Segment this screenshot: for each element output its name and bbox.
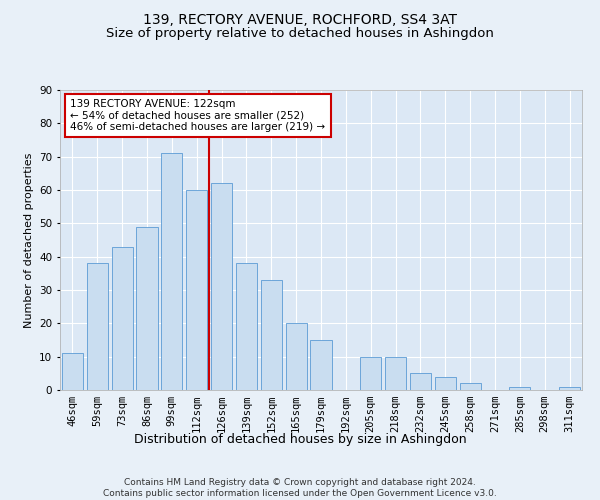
- Bar: [186, 190, 207, 390]
- Bar: [360, 356, 381, 390]
- Bar: [236, 264, 257, 390]
- Bar: [161, 154, 182, 390]
- Bar: [385, 356, 406, 390]
- Bar: [261, 280, 282, 390]
- Bar: [460, 384, 481, 390]
- Bar: [410, 374, 431, 390]
- Text: 139 RECTORY AVENUE: 122sqm
← 54% of detached houses are smaller (252)
46% of sem: 139 RECTORY AVENUE: 122sqm ← 54% of deta…: [70, 99, 326, 132]
- Bar: [310, 340, 332, 390]
- Text: Size of property relative to detached houses in Ashingdon: Size of property relative to detached ho…: [106, 28, 494, 40]
- Bar: [509, 386, 530, 390]
- Text: 139, RECTORY AVENUE, ROCHFORD, SS4 3AT: 139, RECTORY AVENUE, ROCHFORD, SS4 3AT: [143, 12, 457, 26]
- Bar: [559, 386, 580, 390]
- Bar: [87, 264, 108, 390]
- Bar: [435, 376, 456, 390]
- Bar: [62, 354, 83, 390]
- Bar: [112, 246, 133, 390]
- Y-axis label: Number of detached properties: Number of detached properties: [23, 152, 34, 328]
- Bar: [286, 324, 307, 390]
- Text: Contains HM Land Registry data © Crown copyright and database right 2024.
Contai: Contains HM Land Registry data © Crown c…: [103, 478, 497, 498]
- Text: Distribution of detached houses by size in Ashingdon: Distribution of detached houses by size …: [134, 432, 466, 446]
- Bar: [211, 184, 232, 390]
- Bar: [136, 226, 158, 390]
